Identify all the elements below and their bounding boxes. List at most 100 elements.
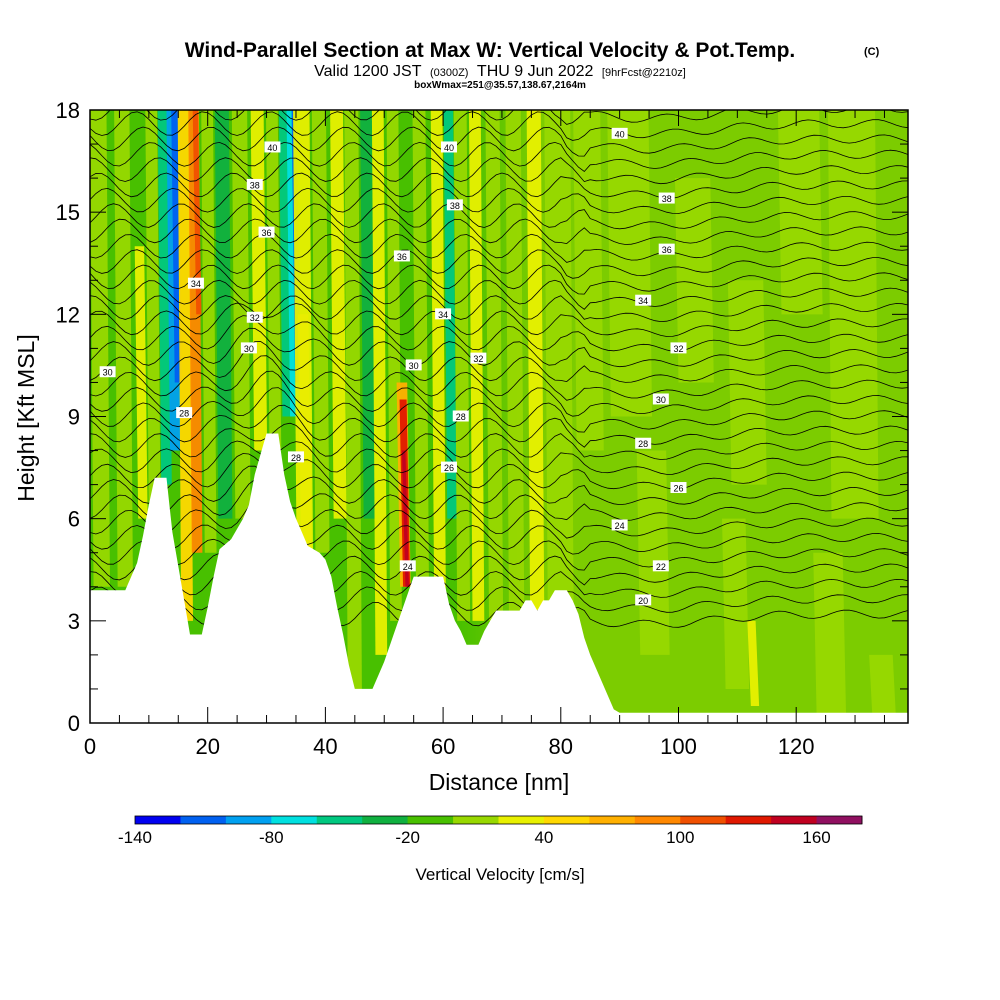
svg-text:34: 34 (638, 296, 648, 306)
y-axis-label: Height [Kft MSL] (13, 334, 39, 501)
valid-time-line: Valid 1200 JST (0300Z) THU 9 Jun 2022 [9… (314, 63, 686, 80)
colorbar-segment (180, 816, 227, 824)
x-tick-label: 120 (778, 734, 815, 759)
y-tick-label: 6 (68, 507, 80, 532)
colorbar-tick-label: 40 (534, 828, 553, 847)
colorbar-segment (407, 816, 454, 824)
colorbar-segment (543, 816, 590, 824)
colorbar-tick-label: -20 (395, 828, 420, 847)
contour-label: 36 (393, 250, 410, 262)
contour-label: 38 (246, 178, 263, 190)
contour-label: 28 (635, 437, 652, 449)
colorbar-segment (453, 816, 499, 824)
svg-text:28: 28 (456, 412, 466, 422)
contour-label: 36 (258, 226, 275, 238)
contour-label: 30 (405, 359, 422, 371)
contour-label: 28 (176, 407, 193, 419)
svg-text:30: 30 (103, 368, 113, 378)
x-tick-label: 40 (313, 734, 337, 759)
boxwmax-line: boxWmax=251@35.57,138.67,2164m (414, 80, 586, 91)
svg-text:38: 38 (662, 194, 672, 204)
svg-text:20: 20 (638, 596, 648, 606)
contour-label: 36 (658, 243, 675, 255)
contour-label: 40 (440, 141, 457, 153)
svg-text:32: 32 (673, 344, 683, 354)
svg-text:26: 26 (444, 463, 454, 473)
contour-label: 32 (670, 342, 687, 354)
colorbar-segment (589, 816, 636, 824)
colorbar-segment (498, 816, 545, 824)
contour-label: 32 (470, 352, 487, 364)
svg-text:26: 26 (673, 484, 683, 494)
x-tick-label: 0 (84, 734, 96, 759)
x-tick-label: 100 (660, 734, 697, 759)
contour-label: 28 (287, 451, 304, 463)
contour-label: 30 (240, 342, 257, 354)
svg-text:38: 38 (450, 201, 460, 211)
y-tick-label: 9 (68, 405, 80, 430)
svg-text:40: 40 (267, 143, 277, 153)
potential-temperature-contours (90, 110, 908, 628)
x-axis-label: Distance [nm] (429, 769, 570, 795)
svg-text:34: 34 (191, 279, 201, 289)
x-tick-label: 80 (549, 734, 573, 759)
contour-label: 22 (652, 560, 669, 572)
colorbar-segment (816, 816, 863, 824)
valid-date: THU 9 Jun 2022 (477, 63, 594, 80)
valid-prefix: Valid 1200 JST (314, 63, 422, 80)
colorbar-tick-label: 100 (666, 828, 694, 847)
x-tick-label: 60 (431, 734, 455, 759)
svg-text:24: 24 (615, 521, 625, 531)
contour-label: 34 (435, 308, 452, 320)
contour-label: 24 (399, 560, 416, 572)
svg-text:34: 34 (438, 310, 448, 320)
svg-text:28: 28 (179, 409, 189, 419)
valid-utc: (0300Z) (430, 67, 469, 79)
copyright-mark: (C) (864, 46, 880, 58)
svg-text:24: 24 (403, 562, 413, 572)
svg-text:40: 40 (444, 143, 454, 153)
svg-text:40: 40 (615, 129, 625, 139)
colorbar-segment (725, 816, 772, 824)
colorbar-segment (362, 816, 409, 824)
svg-text:22: 22 (656, 562, 666, 572)
colorbar-segment (680, 816, 727, 824)
y-tick-label: 3 (68, 609, 80, 634)
contour-label: 26 (440, 461, 457, 473)
svg-text:32: 32 (250, 313, 260, 323)
y-tick-label: 15 (56, 200, 80, 225)
y-tick-label: 0 (68, 711, 80, 736)
colorbar: -140 -80 -20 40 100 160 (118, 815, 863, 847)
contour-label: 34 (635, 294, 652, 306)
plot-area: 40 40 40 38 38 38 36 36 36 34 34 34 32 32 32 30 30 30 30 28… (90, 110, 908, 723)
svg-text:30: 30 (244, 344, 254, 354)
colorbar-segment (634, 816, 681, 824)
svg-text:36: 36 (662, 245, 672, 255)
svg-text:28: 28 (638, 439, 648, 449)
colorbar-segment (135, 816, 181, 824)
contour-label: 26 (670, 482, 687, 494)
contour-label: 24 (611, 519, 628, 531)
contour-label: 20 (635, 594, 652, 606)
svg-text:36: 36 (262, 228, 272, 238)
colorbar-title: Vertical Velocity [cm/s] (415, 865, 584, 884)
svg-text:38: 38 (250, 180, 260, 190)
svg-text:36: 36 (397, 252, 407, 262)
svg-text:28: 28 (291, 453, 301, 463)
colorbar-tick-label: -140 (118, 828, 152, 847)
colorbar-segment (316, 816, 363, 824)
chart-title: Wind-Parallel Section at Max W: Vertical… (185, 39, 796, 62)
terrain-mask (90, 433, 908, 723)
colorbar-tick-label: -80 (259, 828, 284, 847)
colorbar-segment (271, 816, 318, 824)
colorbar-segment (225, 816, 272, 824)
x-tick-label: 20 (195, 734, 219, 759)
contour-label: 30 (652, 393, 669, 405)
colorbar-segment (771, 816, 818, 824)
svg-text:30: 30 (409, 361, 419, 371)
forecast-info: [9hrFcst@2210z] (602, 67, 686, 79)
contour-label: 30 (99, 366, 116, 378)
svg-text:32: 32 (473, 354, 483, 364)
